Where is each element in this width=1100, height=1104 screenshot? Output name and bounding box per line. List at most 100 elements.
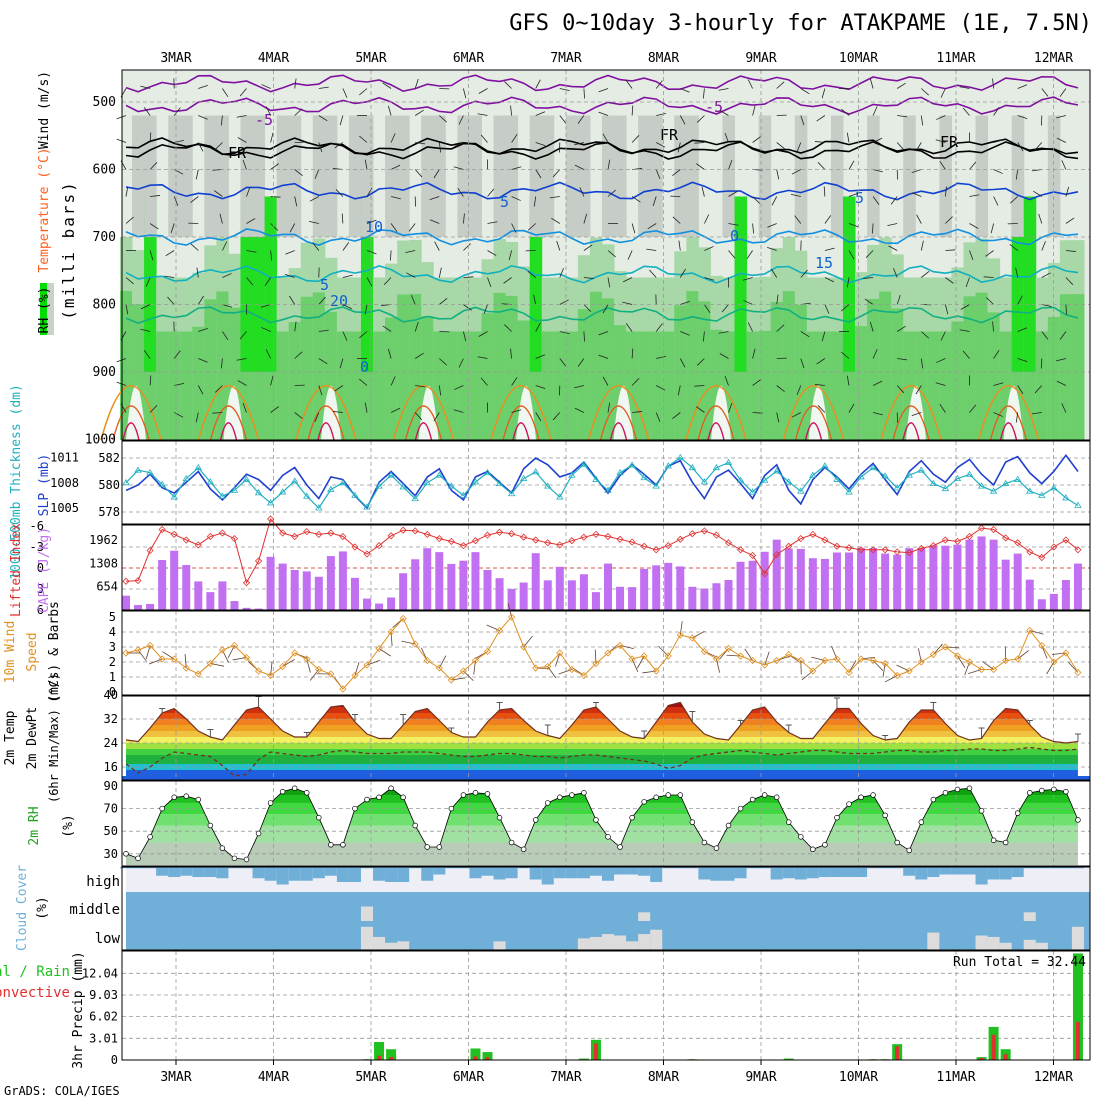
date-label-bottom: 9MAR	[745, 1070, 776, 1085]
cloud-low-gap	[988, 937, 1000, 950]
cloud-high-bar	[156, 867, 168, 876]
rh-shade	[602, 116, 615, 238]
date-label-top: 5MAR	[355, 51, 386, 66]
rh-shade	[903, 116, 916, 238]
cape-bar	[315, 577, 323, 610]
contour-label: FR	[660, 126, 679, 144]
temp-band	[122, 707, 1090, 713]
thickness-tick: 580	[98, 478, 120, 492]
cape-bar	[664, 563, 672, 610]
rh-marker	[389, 786, 394, 791]
cloud-high-bar	[638, 867, 650, 876]
rh-shade	[722, 116, 735, 238]
cloud-low-gap	[1036, 943, 1048, 950]
cloud-low-gap	[361, 927, 373, 950]
rh-marker	[557, 795, 562, 800]
cloud-high-bar	[265, 867, 277, 881]
temp-tick: 16	[104, 760, 118, 774]
contour-label: FR	[228, 144, 247, 162]
rh-marker	[630, 815, 635, 820]
cloud-high-bar	[277, 867, 289, 885]
contour-label: 5	[855, 189, 864, 207]
temp-band	[122, 776, 1090, 780]
cape-bar	[845, 553, 853, 611]
temp-bands	[122, 695, 1090, 776]
cape-bar	[1014, 554, 1022, 610]
rh-unit-label: (%)	[61, 814, 76, 837]
cloud-high-bar	[795, 867, 807, 880]
cloud-high-bar	[566, 867, 578, 878]
cape-bar	[1038, 599, 1046, 610]
rh-shade	[578, 116, 591, 238]
cape-bar	[712, 583, 720, 610]
rh-marker	[1039, 788, 1044, 793]
cape-bar	[978, 536, 986, 610]
cape-bar	[821, 559, 829, 610]
cape-bar	[749, 561, 757, 610]
rh-shade	[1048, 116, 1061, 238]
cloud-high-label: high	[86, 874, 120, 890]
cape-bar	[833, 553, 841, 611]
cape-bar	[953, 545, 961, 610]
cloud-high-bar	[289, 867, 301, 881]
cape-bar	[676, 566, 684, 610]
rh-tick: 50	[104, 824, 118, 838]
rh-shade	[614, 116, 627, 238]
rh-band	[122, 814, 1090, 825]
cape-bar	[423, 548, 431, 610]
rh-marker	[172, 795, 177, 800]
cloud-high-bar	[722, 867, 734, 881]
cloud-low-gap	[1000, 943, 1012, 950]
slp-tick: 1005	[50, 501, 79, 515]
cape-bar	[122, 596, 130, 610]
cape-bar	[399, 573, 407, 610]
rh-marker	[654, 795, 659, 800]
cloud-high-bar	[927, 867, 939, 877]
contour-label: 0	[360, 358, 369, 376]
cloud-low-gap	[1072, 927, 1084, 950]
rh-marker	[859, 795, 864, 800]
rh-marker	[413, 823, 418, 828]
temp-tick: 32	[104, 712, 118, 726]
wind-legend-label: Wind (m/s)	[37, 71, 52, 149]
rh-marker	[244, 857, 249, 862]
rh-shade	[686, 116, 699, 238]
rh-shade	[638, 116, 651, 238]
rh-shade	[325, 116, 338, 238]
rh-shade	[542, 332, 555, 441]
rh-shade	[976, 116, 989, 238]
slp-axis-label: SLP (mb)	[37, 454, 52, 517]
cape-bar	[917, 548, 925, 610]
cape-bar	[134, 605, 142, 610]
date-label-bottom: 6MAR	[453, 1070, 484, 1085]
slp-line	[126, 458, 1078, 508]
cloud-high-bar	[180, 867, 192, 876]
rh-shade	[421, 116, 434, 238]
cape-bar	[459, 561, 467, 610]
rh-shade	[168, 116, 181, 238]
rh-shade	[951, 321, 964, 440]
rh-marker	[473, 790, 478, 795]
rh-marker	[774, 795, 779, 800]
cape-bar	[182, 565, 190, 610]
cloud-high-bar	[1012, 867, 1024, 877]
cloud-high-bar	[807, 867, 819, 878]
cape-bar	[339, 551, 347, 610]
rh-marker	[847, 802, 852, 807]
rh-tick: 90	[104, 779, 118, 793]
pressure-tick: 500	[93, 95, 116, 110]
cape-bar	[869, 548, 877, 610]
temp-band	[122, 731, 1090, 737]
date-label-bottom: 11MAR	[936, 1070, 975, 1085]
rh-marker	[1015, 811, 1020, 816]
rh-marker	[569, 793, 574, 798]
rh-shade	[602, 298, 615, 440]
contour-label: 0	[730, 227, 739, 245]
cape-bar	[230, 601, 238, 610]
cape-axis-label: CAPE (J/kg)	[37, 527, 52, 613]
date-label-bottom: 4MAR	[258, 1070, 289, 1085]
cape-bar	[640, 569, 648, 610]
temp-band	[122, 725, 1090, 731]
cloud-high-bar	[590, 867, 602, 876]
